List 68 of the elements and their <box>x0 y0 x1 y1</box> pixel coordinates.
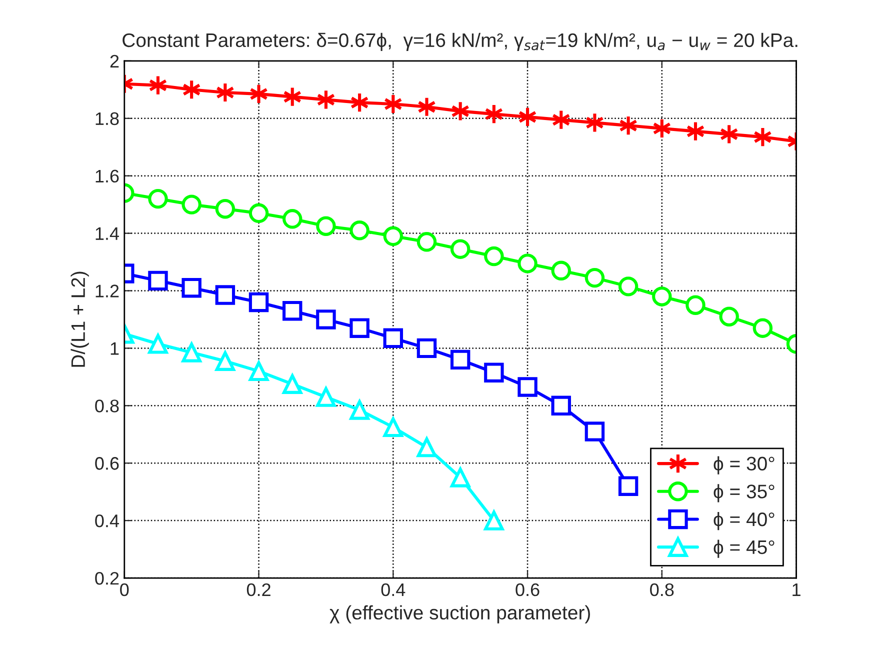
y-tick-label: 0.8 <box>95 400 119 412</box>
point <box>182 342 202 362</box>
point <box>551 396 571 416</box>
point <box>618 476 638 496</box>
point <box>182 194 202 214</box>
point <box>215 285 236 305</box>
point <box>752 318 773 338</box>
point <box>316 216 336 236</box>
y-tick-label: 1.8 <box>96 112 119 126</box>
y-tick-label: 0.4 <box>95 514 120 528</box>
legend-label: ϕ = 35° <box>714 484 774 502</box>
x-tick-label: 0.6 <box>516 583 540 596</box>
y-axis-title: D/(L1 + L2) <box>70 272 89 367</box>
point <box>383 328 404 348</box>
point <box>450 468 470 488</box>
point <box>416 338 437 358</box>
x-axis-title: χ (effective suction parameter) <box>330 605 590 624</box>
legend-label: ϕ = 45° <box>714 540 774 558</box>
point <box>450 350 470 370</box>
y-tick-label: 0.6 <box>95 457 119 470</box>
point <box>450 239 470 259</box>
point <box>248 292 269 312</box>
point <box>282 374 302 394</box>
y-tick-label: 1.4 <box>96 227 120 240</box>
y-tick-label: 2 <box>110 54 119 68</box>
y-tick-label: 0.2 <box>95 572 119 585</box>
point <box>182 278 202 298</box>
point <box>383 417 404 438</box>
point <box>383 226 404 246</box>
x-tick-label: 0.8 <box>650 583 674 596</box>
point <box>215 351 236 371</box>
x-tick-label: 0.4 <box>381 583 406 596</box>
y-tick-label: 1.2 <box>96 284 119 298</box>
point <box>618 276 638 296</box>
y-tick-label: 1 <box>110 342 119 355</box>
point <box>416 232 437 252</box>
point <box>316 310 336 330</box>
point <box>148 188 168 209</box>
point <box>416 437 437 458</box>
point <box>148 270 168 291</box>
point <box>316 387 336 407</box>
legend-label: ϕ = 30° <box>714 456 774 474</box>
point <box>248 203 269 224</box>
point <box>518 377 538 397</box>
point <box>282 209 302 229</box>
point <box>248 361 269 382</box>
point <box>686 295 706 315</box>
point <box>350 318 370 338</box>
point <box>584 268 605 288</box>
y-tick-label: 1.6 <box>96 170 119 183</box>
point <box>282 300 302 321</box>
point <box>719 306 739 326</box>
point <box>215 199 236 219</box>
point <box>350 220 370 240</box>
point <box>484 362 504 382</box>
point <box>652 286 672 306</box>
legend-label: ϕ = 40° <box>714 512 774 530</box>
chart-title: Constant Parameters: δ=0.67ϕ, γ=16 kN/m², γ$_{sat}$=19 kN/m², u$_{a}$ − u$_{w}$ = 20 kPa. <box>122 32 798 51</box>
point <box>350 400 370 420</box>
point <box>484 510 504 530</box>
point <box>148 334 168 354</box>
point <box>551 260 571 280</box>
point <box>484 246 504 266</box>
x-tick-label: 0.2 <box>246 583 270 596</box>
point <box>518 254 538 274</box>
x-tick-label: 0 <box>120 583 129 596</box>
point <box>584 422 605 442</box>
x-tick-label: 1 <box>792 584 800 596</box>
